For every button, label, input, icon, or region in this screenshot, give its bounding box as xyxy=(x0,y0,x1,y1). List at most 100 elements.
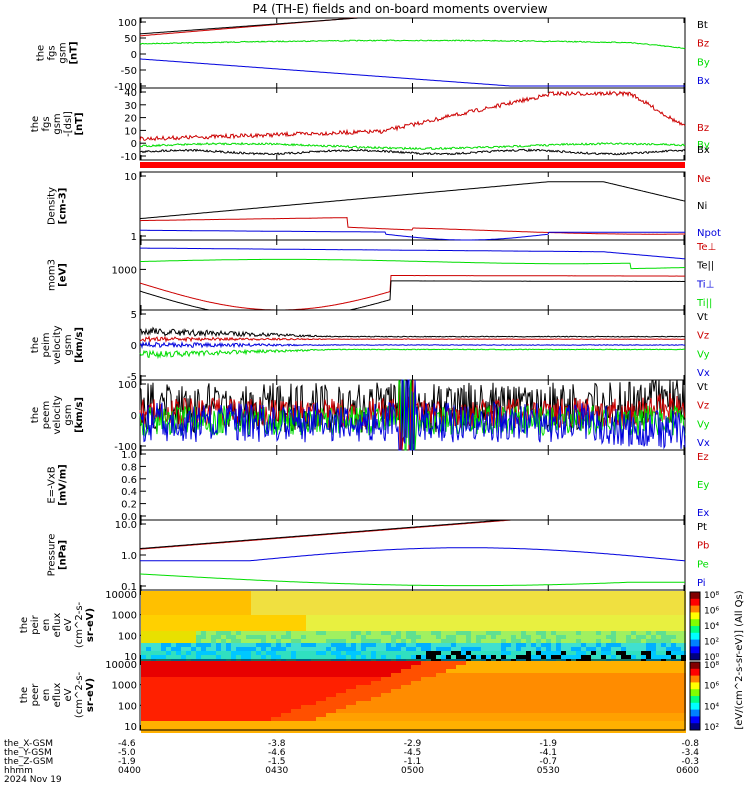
spectrogram-cell xyxy=(256,591,261,595)
spectrogram-cell xyxy=(151,603,156,607)
spectrogram-cell xyxy=(341,595,346,599)
spectrogram-cell xyxy=(591,655,596,659)
spectrogram-cell xyxy=(256,669,261,673)
spectrogram-cell xyxy=(551,669,556,673)
spectrogram-cell xyxy=(311,697,316,701)
spectrogram-cell xyxy=(596,651,601,655)
spectrogram-cell xyxy=(381,599,386,603)
spectrogram-cell xyxy=(236,623,241,627)
spectrogram-cell xyxy=(176,689,181,693)
spectrogram-cell xyxy=(166,631,171,635)
spectrogram-cell xyxy=(236,627,241,631)
spectrogram-cell xyxy=(491,677,496,681)
spectrogram-cell xyxy=(371,619,376,623)
spectrogram-cell xyxy=(621,607,626,611)
spectrogram-cell xyxy=(221,647,226,651)
spectrogram-cell xyxy=(616,713,621,717)
spectrogram-cell xyxy=(571,661,576,665)
spectrogram-cell xyxy=(281,665,286,669)
spectrogram-cell xyxy=(281,693,286,697)
spectrogram-cell xyxy=(496,647,501,651)
spectrogram-cell xyxy=(326,729,331,733)
spectrogram-cell xyxy=(421,709,426,713)
spectrogram-cell xyxy=(181,599,186,603)
spectrogram-cell xyxy=(161,669,166,673)
spectrogram-cell xyxy=(676,729,681,733)
spectrogram-cell xyxy=(641,705,646,709)
spectrogram-cell xyxy=(476,599,481,603)
legend-vy: Vy xyxy=(697,419,710,430)
spectrogram-cell xyxy=(276,627,281,631)
spectrogram-cell xyxy=(371,647,376,651)
spectrogram-cell xyxy=(421,725,426,729)
spectrogram-cell xyxy=(386,643,391,647)
colorbar-cell xyxy=(690,662,700,670)
spectrogram-cell xyxy=(561,677,566,681)
spectrogram-cell xyxy=(331,607,336,611)
spectrogram-cell xyxy=(541,651,546,655)
series-ne xyxy=(140,217,685,235)
spectrogram-cell xyxy=(296,685,301,689)
spectrogram-cell xyxy=(566,603,571,607)
spectrogram-cell xyxy=(581,647,586,651)
spectrogram-cell xyxy=(196,701,201,705)
spectrogram-cell xyxy=(516,591,521,595)
spectrogram-cell xyxy=(396,643,401,647)
spectrogram-cell xyxy=(336,639,341,643)
spectrogram-cell xyxy=(476,669,481,673)
spectrogram-cell xyxy=(186,631,191,635)
spectrogram-cell xyxy=(211,709,216,713)
spectrogram-cell xyxy=(361,611,366,615)
spectrogram-cell xyxy=(461,705,466,709)
spectrogram-cell xyxy=(361,627,366,631)
spectrogram-cell xyxy=(161,677,166,681)
spectrogram-cell xyxy=(571,619,576,623)
spectrogram-cell xyxy=(546,685,551,689)
spectrogram-cell xyxy=(441,681,446,685)
spectrogram-cell xyxy=(376,591,381,595)
spectrogram-cell xyxy=(596,635,601,639)
spectrogram-cell xyxy=(406,647,411,651)
spectrogram-cell xyxy=(431,669,436,673)
spectrogram-cell xyxy=(391,721,396,725)
spectrogram-cell xyxy=(586,717,591,721)
spectrogram-cell xyxy=(216,607,221,611)
spectrogram-cell xyxy=(346,705,351,709)
spectrogram-cell xyxy=(451,635,456,639)
spectrogram-cell xyxy=(571,729,576,733)
legend-ti⊥: Ti⊥ xyxy=(696,279,714,290)
spectrogram-cell xyxy=(181,701,186,705)
spectrogram-cell xyxy=(221,611,226,615)
y-axis-label: fgs xyxy=(41,116,52,131)
spectrogram-cell xyxy=(166,599,171,603)
spectrogram-cell xyxy=(651,603,656,607)
spectrogram-cell xyxy=(466,689,471,693)
spectrogram-cell xyxy=(241,619,246,623)
spectrogram-cell xyxy=(646,697,651,701)
spectrogram-cell xyxy=(301,701,306,705)
spectrogram-cell xyxy=(276,599,281,603)
spectrogram-cell xyxy=(646,611,651,615)
spectrogram-cell xyxy=(681,599,686,603)
spectrogram-cell xyxy=(206,643,211,647)
spectrogram-cell xyxy=(521,627,526,631)
spectrogram-cell xyxy=(146,725,151,729)
spectrogram-cell xyxy=(571,665,576,669)
spectrogram-cell xyxy=(501,705,506,709)
spectrogram-cell xyxy=(586,697,591,701)
spectrogram-cell xyxy=(626,717,631,721)
spectrogram-cell xyxy=(441,627,446,631)
spectrogram-cell xyxy=(241,591,246,595)
spectrogram-cell xyxy=(426,677,431,681)
spectrogram-cell xyxy=(456,643,461,647)
spectrogram-cell xyxy=(581,665,586,669)
spectrogram-cell xyxy=(146,643,151,647)
spectrogram-cell xyxy=(171,685,176,689)
spectrogram-cell xyxy=(401,701,406,705)
ephemeris-value: 0600 xyxy=(676,766,699,776)
spectrogram-cell xyxy=(431,639,436,643)
spectrogram-cell xyxy=(381,643,386,647)
spectrogram-cell xyxy=(296,591,301,595)
spectrogram-cell xyxy=(521,603,526,607)
spectrogram-cell xyxy=(626,685,631,689)
